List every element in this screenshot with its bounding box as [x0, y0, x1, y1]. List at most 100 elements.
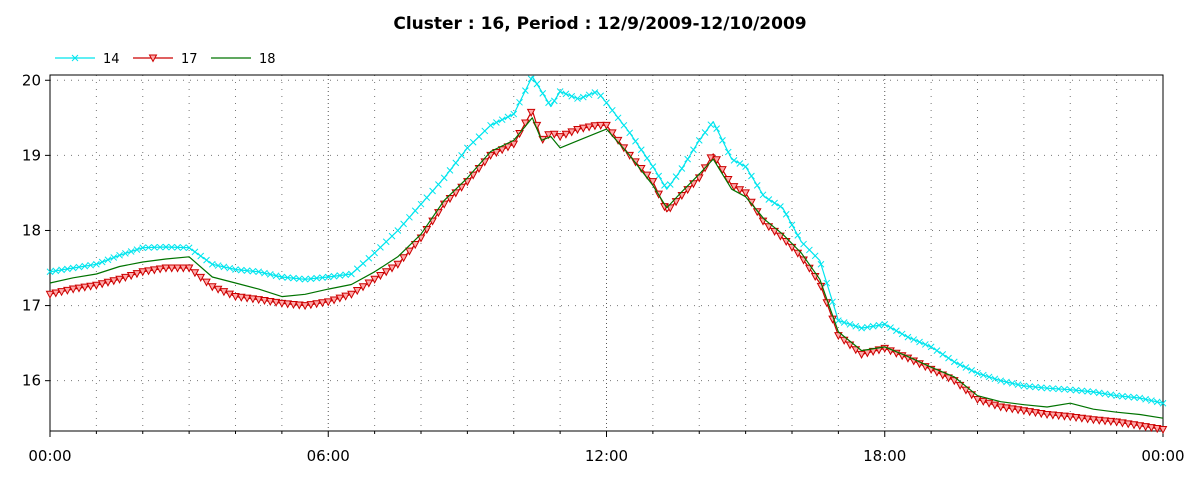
data-point: [388, 232, 396, 240]
data-point: [284, 274, 292, 281]
data-point: [1095, 389, 1103, 397]
data-point: [116, 251, 123, 259]
data-point: [1084, 388, 1091, 395]
data-point: [852, 322, 860, 330]
data-point: [411, 207, 419, 215]
data-point: [341, 292, 350, 301]
data-point: [1147, 424, 1156, 433]
legend: 14 17 18: [55, 52, 276, 67]
series-line-17: [49, 109, 1164, 431]
data-point: [997, 377, 1005, 385]
data-point: [806, 246, 813, 254]
data-point: [231, 293, 240, 302]
data-point: [562, 90, 570, 98]
data-point: [45, 290, 55, 299]
data-point: [794, 232, 802, 239]
data-point: [585, 91, 593, 99]
data-point: [1135, 422, 1145, 431]
data-point: [648, 178, 658, 187]
data-point: [435, 181, 442, 188]
data-point: [968, 366, 976, 374]
y-tick-label: 17: [22, 297, 41, 315]
data-point: [92, 281, 101, 290]
data-point: [800, 240, 807, 248]
data-point: [155, 265, 165, 274]
data-point: [271, 298, 281, 307]
data-point: [358, 283, 368, 292]
data-point: [458, 152, 465, 159]
y-tick-label: 20: [22, 71, 41, 89]
data-point: [1049, 385, 1057, 392]
data-point: [80, 283, 90, 292]
markers-14: [46, 75, 1167, 407]
data-point: [353, 265, 361, 273]
data-point: [127, 248, 135, 255]
data-point: [655, 172, 663, 180]
data-point: [933, 347, 941, 354]
data-point: [178, 264, 188, 273]
data-point: [539, 90, 547, 97]
series-line-18: [49, 117, 1164, 419]
data-point: [469, 138, 477, 146]
data-point: [294, 301, 304, 310]
data-point: [678, 165, 686, 172]
data-point: [144, 267, 153, 276]
data-point: [156, 243, 164, 251]
data-point: [1036, 410, 1046, 419]
data-point: [329, 296, 339, 305]
data-point: [255, 268, 263, 276]
grid-lines: [50, 75, 1163, 431]
series-18: [49, 117, 1164, 419]
data-point: [962, 364, 970, 371]
data-point: [608, 106, 616, 114]
data-point: [521, 87, 529, 94]
data-point: [661, 182, 668, 189]
data-point: [382, 238, 390, 246]
data-point: [248, 295, 258, 304]
data-point: [701, 129, 709, 136]
data-point: [132, 270, 142, 279]
data-point: [278, 273, 286, 281]
data-point: [823, 279, 831, 287]
data-point: [684, 155, 692, 163]
data-point: [1037, 384, 1045, 391]
data-point: [126, 272, 136, 281]
data-point: [352, 287, 362, 296]
data-point: [377, 244, 384, 251]
data-point: [510, 110, 518, 118]
data-point: [1090, 388, 1097, 396]
data-point: [1008, 379, 1016, 387]
data-point: [103, 278, 113, 287]
x-tick-label: 06:00: [307, 447, 350, 465]
data-point: [1094, 416, 1104, 425]
data-point: [348, 270, 355, 278]
data-point: [1118, 419, 1127, 428]
data-point: [898, 330, 906, 338]
data-point: [1014, 381, 1022, 388]
data-point: [1113, 392, 1120, 400]
data-point: [376, 272, 385, 281]
data-point: [695, 136, 703, 144]
data-point: [729, 183, 739, 192]
data-point: [174, 244, 181, 251]
data-point: [712, 156, 721, 165]
data-point: [347, 290, 356, 299]
data-point: [75, 263, 83, 271]
data-point: [602, 121, 611, 130]
data-point: [364, 279, 374, 288]
data-point: [573, 126, 582, 135]
data-point: [167, 264, 177, 273]
data-point: [417, 200, 425, 208]
data-point: [1129, 421, 1139, 430]
data-point: [249, 267, 257, 275]
data-point: [950, 358, 958, 366]
data-point: [110, 254, 118, 261]
data-point: [498, 116, 506, 124]
data-point: [306, 301, 316, 310]
data-point: [312, 300, 321, 309]
data-point: [550, 97, 558, 105]
data-point: [1013, 406, 1023, 415]
data-point: [643, 154, 651, 162]
data-point: [86, 282, 95, 291]
data-point: [603, 99, 610, 107]
